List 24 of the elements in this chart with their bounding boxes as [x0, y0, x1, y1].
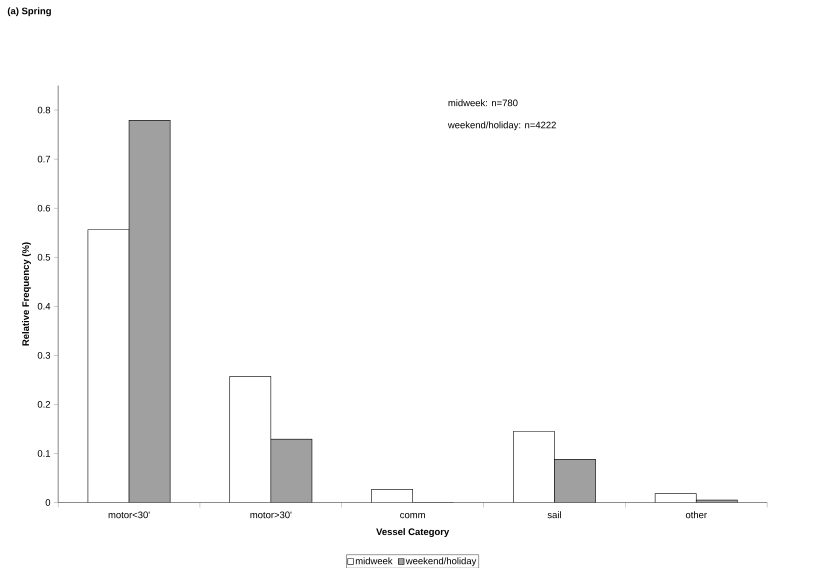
x-tick-label: other: [686, 511, 707, 518]
x-tick-label: motor<30': [108, 511, 150, 518]
legend-label: midweek: [356, 557, 393, 564]
legend-label: weekend/holiday: [406, 557, 476, 566]
y-tick-label: 0.1: [38, 450, 50, 457]
y-tick-label: 0.4: [38, 302, 50, 310]
y-tick-label: 0.6: [38, 204, 50, 212]
x-tick-label: comm: [400, 512, 425, 518]
y-tick-label: 0.5: [38, 254, 50, 260]
bar: [128, 120, 170, 502]
y-tick-label: 0: [46, 499, 50, 506]
y-tick-label: 0.2: [38, 400, 50, 408]
annotation: midweek: n=780: [448, 99, 518, 106]
y-tick-label: 0.3: [38, 352, 50, 359]
y-tick-label: 0.7: [38, 156, 50, 162]
chart-title: (a) Spring: [8, 7, 51, 16]
bar: [270, 438, 312, 502]
annotation: weekend/holiday: n=4222: [448, 121, 556, 130]
bar: [554, 458, 596, 502]
y-tick-label: 0.8: [38, 106, 50, 114]
y-axis-title: Relative Frequency (%): [22, 242, 31, 346]
x-tick-label: sail: [548, 511, 561, 518]
x-axis-title: Vessel Category: [376, 528, 450, 537]
x-tick-label: motor>30': [250, 511, 292, 518]
